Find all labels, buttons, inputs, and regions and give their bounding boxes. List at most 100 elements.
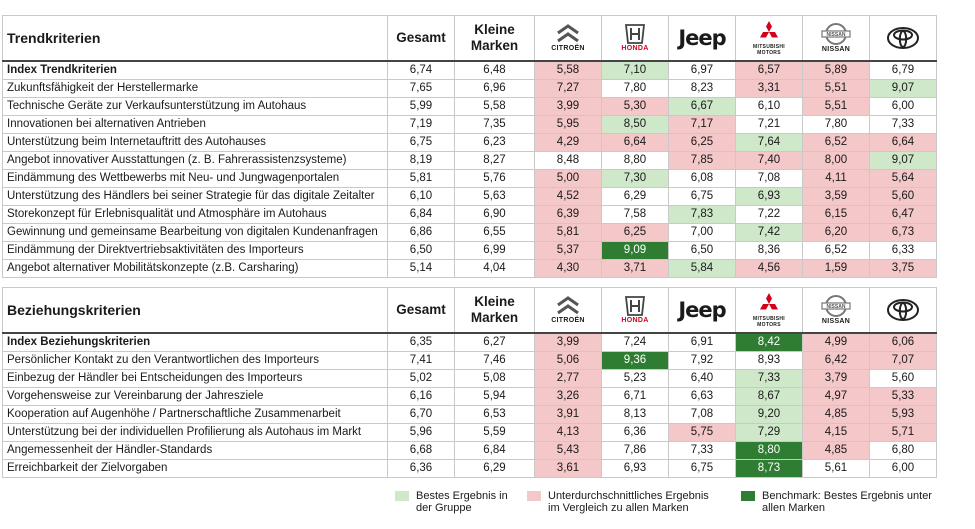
value-cell: 6,96 <box>454 79 535 98</box>
value-cell: 3,91 <box>534 405 602 424</box>
value-cell: 6,52 <box>802 133 870 152</box>
criterion-label: Technische Geräte zur Verkaufsunterstütz… <box>2 97 388 116</box>
value-cell: 7,19 <box>387 115 455 134</box>
table-row: Angebot alternativer Mobilitätskonzepte … <box>2 259 937 278</box>
criterion-label: Einbezug der Händler bei Entscheidungen … <box>2 369 388 388</box>
value-cell: 7,35 <box>454 115 535 134</box>
brand-caption: MITSUBISHI MOTORS <box>753 44 785 56</box>
citroen-logo-icon: CITROËN <box>539 290 597 330</box>
table-row: Vorgehensweise zur Vereinbarung der Jahr… <box>2 387 937 406</box>
value-cell: 5,51 <box>802 79 870 98</box>
value-cell: 3,75 <box>869 259 937 278</box>
brand-header: NISSAN NISSAN <box>802 287 870 334</box>
legend-item-best-in-group: Bestes Ergebnis in der Gruppe <box>395 490 511 514</box>
jeep-logo-icon: Jeep <box>673 290 731 330</box>
column-header-gesamt: Gesamt <box>387 287 455 334</box>
brand-caption: Jeep <box>678 297 726 322</box>
value-cell: 7,00 <box>668 223 736 242</box>
brand-caption: MITSUBISHI MOTORS <box>753 316 785 328</box>
legend-label: Unterdurchschnittliches Ergebnis im Verg… <box>548 490 709 514</box>
value-cell: 6,70 <box>387 405 455 424</box>
value-cell: 6,75 <box>668 459 736 478</box>
brand-header: CITROËN <box>534 287 602 334</box>
brand-caption: HONDA <box>621 45 649 52</box>
value-cell: 8,93 <box>735 351 803 370</box>
value-cell: 7,64 <box>735 133 803 152</box>
brand-caption: HONDA <box>621 317 649 324</box>
value-cell: 5,00 <box>534 169 602 188</box>
value-cell: 6,68 <box>387 441 455 460</box>
criterion-label: Persönlicher Kontakt zu den Verantwortli… <box>2 351 388 370</box>
table-row: Gewinnung und gemeinsame Bearbeitung von… <box>2 223 937 242</box>
legend-swatch <box>395 491 409 501</box>
value-cell: 6,48 <box>454 60 535 80</box>
mitsubishi-logo-icon: MITSUBISHI MOTORS <box>740 18 798 58</box>
value-cell: 7,22 <box>735 205 803 224</box>
value-cell: 6,00 <box>869 459 937 478</box>
value-cell: 6,84 <box>454 441 535 460</box>
value-cell: 6,53 <box>454 405 535 424</box>
value-cell: 8,73 <box>735 459 803 478</box>
value-cell: 8,48 <box>534 151 602 170</box>
table-row: Persönlicher Kontakt zu den Verantwortli… <box>2 351 937 370</box>
table-row: Unterstützung des Händlers bei seiner St… <box>2 187 937 206</box>
value-cell: 6,55 <box>454 223 535 242</box>
value-cell: 6,79 <box>869 60 937 80</box>
value-cell: 7,33 <box>735 369 803 388</box>
value-cell: 5,43 <box>534 441 602 460</box>
value-cell: 6,00 <box>869 97 937 116</box>
brand-caption: Jeep <box>678 25 726 50</box>
section-title: Beziehungskriterien <box>2 287 388 334</box>
value-cell: 9,20 <box>735 405 803 424</box>
legend-label: Benchmark: Bestes Ergebnis unter allen M… <box>762 490 932 514</box>
value-cell: 3,31 <box>735 79 803 98</box>
value-cell: 1,59 <box>802 259 870 278</box>
value-cell: 6,64 <box>869 133 937 152</box>
value-cell: 8,80 <box>601 151 669 170</box>
value-cell: 5,93 <box>869 405 937 424</box>
table-row: Innovationen bei alternativen Antrieben 7… <box>2 115 937 134</box>
criterion-label: Unterstützung bei der individuellen Prof… <box>2 423 388 442</box>
value-cell: 8,67 <box>735 387 803 406</box>
value-cell: 6,63 <box>668 387 736 406</box>
citroen-logo-icon: CITROËN <box>539 18 597 58</box>
value-cell: 5,37 <box>534 241 602 260</box>
value-cell: 6,29 <box>454 459 535 478</box>
value-cell: 5,64 <box>869 169 937 188</box>
value-cell: 8,23 <box>668 79 736 98</box>
value-cell: 6,73 <box>869 223 937 242</box>
brand-header: MITSUBISHI MOTORS <box>735 15 803 62</box>
legend-item-below-average: Unterdurchschnittliches Ergebnis im Verg… <box>527 490 723 514</box>
value-cell: 6,27 <box>454 332 535 352</box>
value-cell: 5,06 <box>534 351 602 370</box>
value-cell: 5,02 <box>387 369 455 388</box>
column-header-kleine: Kleine Marken <box>454 15 535 62</box>
jeep-logo-icon: Jeep <box>673 18 731 58</box>
value-cell: 5,08 <box>454 369 535 388</box>
value-cell: 5,95 <box>534 115 602 134</box>
value-cell: 5,58 <box>534 60 602 80</box>
value-cell: 3,99 <box>534 97 602 116</box>
value-cell: 6,90 <box>454 205 535 224</box>
value-cell: 9,09 <box>601 241 669 260</box>
brand-caption: NISSAN <box>821 318 851 325</box>
value-cell: 6,15 <box>802 205 870 224</box>
value-cell: 5,76 <box>454 169 535 188</box>
value-cell: 5,23 <box>601 369 669 388</box>
value-cell: 5,75 <box>668 423 736 442</box>
brand-header <box>869 287 937 334</box>
value-cell: 3,61 <box>534 459 602 478</box>
value-cell: 7,80 <box>601 79 669 98</box>
value-cell: 6,93 <box>735 187 803 206</box>
value-cell: 3,26 <box>534 387 602 406</box>
value-cell: 6,91 <box>668 332 736 352</box>
brand-header: NISSAN NISSAN <box>802 15 870 62</box>
nissan-logo-icon: NISSAN NISSAN <box>807 290 865 330</box>
nissan-logo-icon: NISSAN NISSAN <box>807 18 865 58</box>
value-cell: 9,07 <box>869 79 937 98</box>
value-cell: 9,07 <box>869 151 937 170</box>
value-cell: 6,29 <box>601 187 669 206</box>
value-cell: 7,33 <box>869 115 937 134</box>
value-cell: 6,57 <box>735 60 803 80</box>
